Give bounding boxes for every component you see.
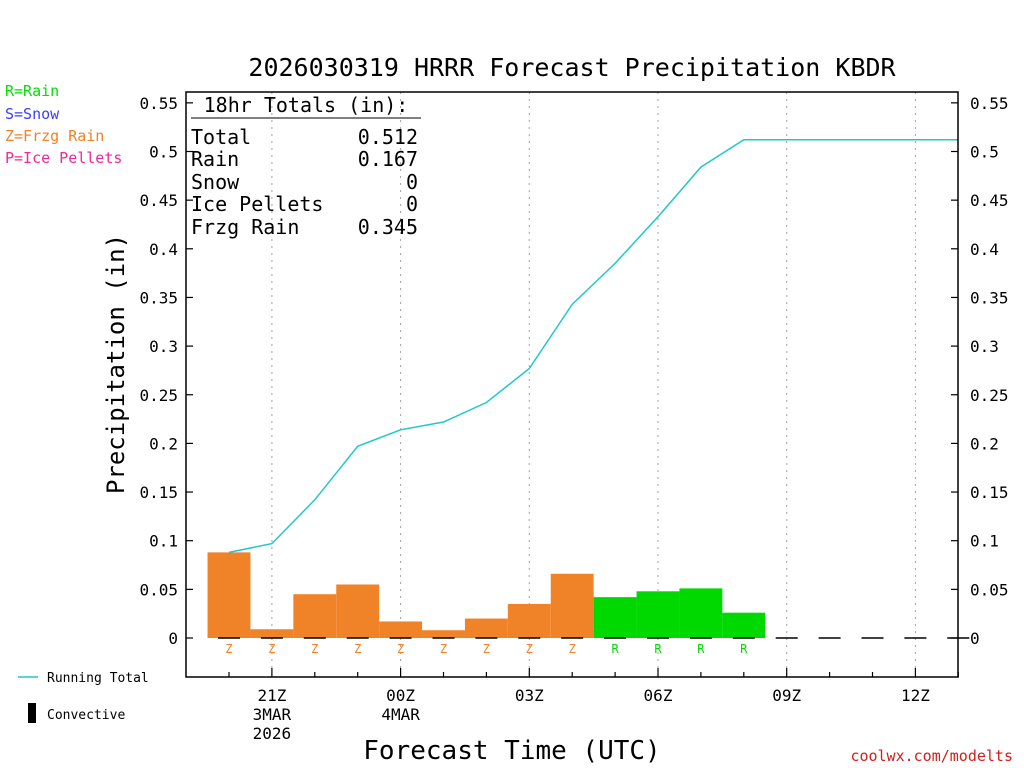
y-axis-left: 0 0.05 0.1 0.15 0.2 0.25 0.3 0.35 0.4 0.45 0.5 0.55 bbox=[139, 94, 193, 648]
x-tick-label: 06Z bbox=[644, 686, 673, 705]
precip-bar bbox=[336, 584, 380, 638]
y-tick-label: 0.5 bbox=[970, 143, 999, 162]
legend-frzg-rain: Z=Frzg Rain bbox=[5, 127, 104, 145]
totals-value-rain: 0.167 bbox=[358, 147, 418, 171]
y-tick-label: 0.15 bbox=[139, 483, 178, 502]
x-tick-label: 09Z bbox=[772, 686, 801, 705]
y-tick-label: 0.4 bbox=[149, 240, 178, 259]
ptype-label: Z bbox=[569, 642, 576, 656]
ptype-label: R bbox=[611, 642, 619, 656]
y-tick-label: 0.45 bbox=[139, 191, 178, 210]
y-tick-label: 0.15 bbox=[970, 483, 1009, 502]
totals-value-ice-pellets: 0 bbox=[406, 192, 418, 216]
running-total-line bbox=[228, 139, 958, 554]
y-tick-label: 0 bbox=[970, 629, 980, 648]
x-tick-label: 03Z bbox=[515, 686, 544, 705]
ptype-label: R bbox=[697, 642, 705, 656]
y-axis-right: 0 0.05 0.1 0.15 0.2 0.25 0.3 0.35 0.4 0.45 0.5 0.55 bbox=[951, 94, 1009, 648]
convective-legend-label: Convective bbox=[47, 708, 125, 723]
precip-bar bbox=[250, 629, 294, 638]
totals-value-snow: 0 bbox=[406, 170, 418, 194]
y-tick-label: 0.05 bbox=[970, 580, 1009, 599]
precip-bar bbox=[379, 621, 423, 638]
y-axis-label: Precipitation (in) bbox=[102, 234, 130, 494]
totals-label-rain: Rain bbox=[191, 147, 239, 171]
x-tick-label: 4MAR bbox=[381, 705, 420, 724]
y-tick-label: 0.1 bbox=[149, 532, 178, 551]
y-tick-label: 0.5 bbox=[149, 143, 178, 162]
y-tick-label: 0.4 bbox=[970, 240, 999, 259]
site-credit: coolwx.com/modelts bbox=[850, 747, 1013, 765]
y-tick-label: 0.3 bbox=[149, 337, 178, 356]
y-tick-label: 0.35 bbox=[139, 288, 178, 307]
legend-rain: R=Rain bbox=[5, 82, 59, 100]
ptype-label: Z bbox=[311, 642, 318, 656]
y-tick-label: 0.25 bbox=[970, 386, 1009, 405]
precip-bar bbox=[464, 618, 508, 638]
precip-bar bbox=[507, 603, 551, 638]
ptype-label: Z bbox=[354, 642, 361, 656]
ptype-label: Z bbox=[397, 642, 404, 656]
totals-label-total: Total bbox=[191, 125, 251, 149]
x-tick-label: 2026 bbox=[253, 724, 292, 743]
precip-bar bbox=[679, 588, 723, 638]
y-tick-label: 0.55 bbox=[139, 94, 178, 113]
convective-legend-swatch bbox=[28, 703, 36, 723]
y-tick-label: 0.2 bbox=[970, 434, 999, 453]
totals-box: 18hr Totals (in): Total 0.512 Rain 0.167… bbox=[191, 93, 421, 239]
precip-bar bbox=[593, 597, 637, 638]
precip-bars bbox=[207, 552, 766, 638]
ptype-label: Z bbox=[440, 642, 447, 656]
ptype-label: Z bbox=[268, 642, 275, 656]
y-tick-label: 0.3 bbox=[970, 337, 999, 356]
x-tick-label: 00Z bbox=[386, 686, 415, 705]
ptype-label: Z bbox=[526, 642, 533, 656]
ptype-label: Z bbox=[483, 642, 490, 656]
totals-label-snow: Snow bbox=[191, 170, 240, 194]
totals-value-total: 0.512 bbox=[358, 125, 418, 149]
precip-bar bbox=[422, 630, 465, 638]
legend-ice-pellets: P=Ice Pellets bbox=[5, 149, 122, 167]
precip-bar bbox=[636, 591, 680, 638]
ptype-label: Z bbox=[225, 642, 232, 656]
precip-bar bbox=[550, 573, 594, 638]
y-tick-label: 0.35 bbox=[970, 288, 1009, 307]
y-tick-label: 0.25 bbox=[139, 386, 178, 405]
x-tick-label: 3MAR bbox=[253, 705, 292, 724]
y-tick-label: 0.55 bbox=[970, 94, 1009, 113]
totals-label-ice-pellets: Ice Pellets bbox=[191, 192, 323, 216]
y-tick-label: 0.05 bbox=[139, 580, 178, 599]
precip-bar bbox=[207, 552, 251, 638]
y-tick-label: 0 bbox=[168, 629, 178, 648]
legend-snow: S=Snow bbox=[5, 105, 60, 123]
ptype-label: R bbox=[654, 642, 662, 656]
ptype-label: R bbox=[740, 642, 748, 656]
x-tick-label: 21Z bbox=[257, 686, 286, 705]
precip-bar bbox=[293, 594, 337, 638]
totals-value-frzg-rain: 0.345 bbox=[358, 215, 418, 239]
totals-header: 18hr Totals (in): bbox=[204, 93, 409, 117]
chart-title: 2026030319 HRRR Forecast Precipitation K… bbox=[248, 53, 896, 82]
y-tick-label: 0.45 bbox=[970, 191, 1009, 210]
totals-label-frzg-rain: Frzg Rain bbox=[191, 215, 299, 239]
x-tick-label: 12Z bbox=[901, 686, 930, 705]
running-total-legend-label: Running Total bbox=[47, 671, 149, 686]
x-axis-label: Forecast Time (UTC) bbox=[363, 736, 660, 766]
precip-bar bbox=[722, 612, 766, 638]
y-tick-label: 0.1 bbox=[970, 532, 999, 551]
y-tick-label: 0.2 bbox=[149, 434, 178, 453]
